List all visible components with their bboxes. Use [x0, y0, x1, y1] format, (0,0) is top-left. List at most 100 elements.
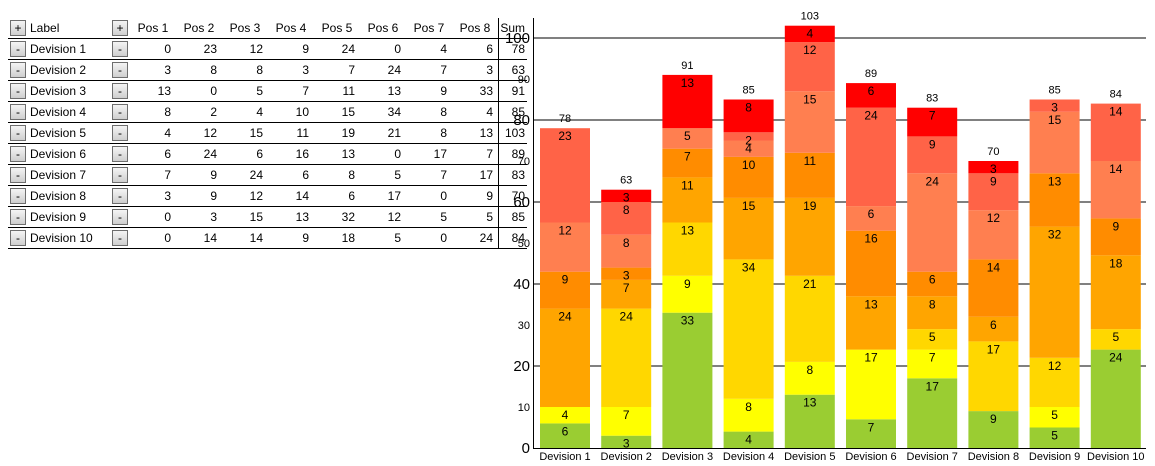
value-cell[interactable]: 7 [406, 164, 452, 186]
value-cell[interactable]: 0 [406, 227, 452, 249]
value-cell[interactable]: 6 [268, 164, 314, 186]
value-cell[interactable]: 3 [268, 59, 314, 81]
value-cell[interactable]: 11 [314, 80, 360, 102]
value-cell[interactable]: 8 [406, 101, 452, 123]
remove-button[interactable]: - [112, 104, 128, 120]
remove-button[interactable]: - [112, 167, 128, 183]
value-cell[interactable]: 19 [314, 122, 360, 144]
value-cell[interactable]: 3 [130, 185, 176, 207]
value-cell[interactable]: 8 [130, 101, 176, 123]
value-cell[interactable]: 5 [360, 164, 406, 186]
value-cell[interactable]: 9 [452, 185, 499, 207]
value-cell[interactable]: 0 [360, 38, 406, 60]
value-cell[interactable]: 24 [176, 143, 222, 165]
value-cell[interactable]: 13 [360, 80, 406, 102]
value-cell[interactable]: 14 [222, 227, 268, 249]
value-cell[interactable]: 13 [130, 80, 176, 102]
remove-row-button[interactable]: - [10, 209, 26, 225]
remove-row-button[interactable]: - [10, 41, 26, 57]
value-cell[interactable]: 7 [130, 164, 176, 186]
value-cell[interactable]: 4 [222, 101, 268, 123]
value-cell[interactable]: 0 [176, 80, 222, 102]
value-cell[interactable]: 9 [406, 80, 452, 102]
remove-row-button[interactable]: - [10, 230, 26, 246]
value-cell[interactable]: 14 [176, 227, 222, 249]
value-cell[interactable]: 6 [314, 185, 360, 207]
value-cell[interactable]: 24 [222, 164, 268, 186]
remove-button[interactable]: - [112, 209, 128, 225]
value-cell[interactable]: 7 [268, 80, 314, 102]
value-cell[interactable]: 7 [452, 143, 499, 165]
value-cell[interactable]: 3 [452, 59, 499, 81]
value-cell[interactable]: 33 [452, 80, 499, 102]
remove-row-button[interactable]: - [10, 62, 26, 78]
value-cell[interactable]: 6 [130, 143, 176, 165]
remove-row-button[interactable]: - [10, 104, 26, 120]
value-cell[interactable]: 4 [406, 38, 452, 60]
add-column-button[interactable]: + [112, 20, 128, 36]
remove-button[interactable]: - [112, 83, 128, 99]
value-cell[interactable]: 0 [130, 38, 176, 60]
value-cell[interactable]: 34 [360, 101, 406, 123]
value-cell[interactable]: 15 [222, 122, 268, 144]
value-cell[interactable]: 12 [222, 185, 268, 207]
value-cell[interactable]: 0 [406, 185, 452, 207]
add-row-button[interactable]: + [10, 20, 26, 36]
remove-button[interactable]: - [112, 62, 128, 78]
value-cell[interactable]: 9 [268, 38, 314, 60]
remove-button[interactable]: - [112, 41, 128, 57]
value-cell[interactable]: 17 [452, 164, 499, 186]
value-cell[interactable]: 8 [222, 59, 268, 81]
value-cell[interactable]: 16 [268, 143, 314, 165]
value-cell[interactable]: 7 [406, 59, 452, 81]
value-cell[interactable]: 12 [222, 38, 268, 60]
remove-row-button[interactable]: - [10, 125, 26, 141]
value-cell[interactable]: 14 [268, 185, 314, 207]
value-cell[interactable]: 10 [268, 101, 314, 123]
value-cell[interactable]: 8 [314, 164, 360, 186]
value-cell[interactable]: 24 [360, 59, 406, 81]
value-cell[interactable]: 13 [268, 206, 314, 228]
value-cell[interactable]: 6 [222, 143, 268, 165]
value-cell[interactable]: 18 [314, 227, 360, 249]
value-cell[interactable]: 13 [452, 122, 499, 144]
value-cell[interactable]: 0 [130, 227, 176, 249]
value-cell[interactable]: 3 [130, 59, 176, 81]
remove-button[interactable]: - [112, 230, 128, 246]
value-cell[interactable]: 8 [176, 59, 222, 81]
value-cell[interactable]: 17 [360, 185, 406, 207]
remove-button[interactable]: - [112, 125, 128, 141]
value-cell[interactable]: 9 [268, 227, 314, 249]
value-cell[interactable]: 13 [314, 143, 360, 165]
remove-button[interactable]: - [112, 188, 128, 204]
value-cell[interactable]: 5 [360, 227, 406, 249]
remove-row-button[interactable]: - [10, 146, 26, 162]
value-cell[interactable]: 4 [130, 122, 176, 144]
value-cell[interactable]: 12 [176, 122, 222, 144]
value-cell[interactable]: 5 [222, 80, 268, 102]
value-cell[interactable]: 0 [130, 206, 176, 228]
value-cell[interactable]: 5 [452, 206, 499, 228]
value-cell[interactable]: 17 [406, 143, 452, 165]
value-cell[interactable]: 24 [314, 38, 360, 60]
remove-row-button[interactable]: - [10, 83, 26, 99]
value-cell[interactable]: 23 [176, 38, 222, 60]
value-cell[interactable]: 6 [452, 38, 499, 60]
value-cell[interactable]: 2 [176, 101, 222, 123]
remove-button[interactable]: - [112, 146, 128, 162]
value-cell[interactable]: 15 [222, 206, 268, 228]
value-cell[interactable]: 12 [360, 206, 406, 228]
value-cell[interactable]: 7 [314, 59, 360, 81]
value-cell[interactable]: 8 [406, 122, 452, 144]
value-cell[interactable]: 24 [452, 227, 499, 249]
remove-row-button[interactable]: - [10, 167, 26, 183]
value-cell[interactable]: 5 [406, 206, 452, 228]
value-cell[interactable]: 21 [360, 122, 406, 144]
value-cell[interactable]: 9 [176, 164, 222, 186]
value-cell[interactable]: 15 [314, 101, 360, 123]
value-cell[interactable]: 0 [360, 143, 406, 165]
value-cell[interactable]: 4 [452, 101, 499, 123]
value-cell[interactable]: 9 [176, 185, 222, 207]
value-cell[interactable]: 32 [314, 206, 360, 228]
value-cell[interactable]: 3 [176, 206, 222, 228]
